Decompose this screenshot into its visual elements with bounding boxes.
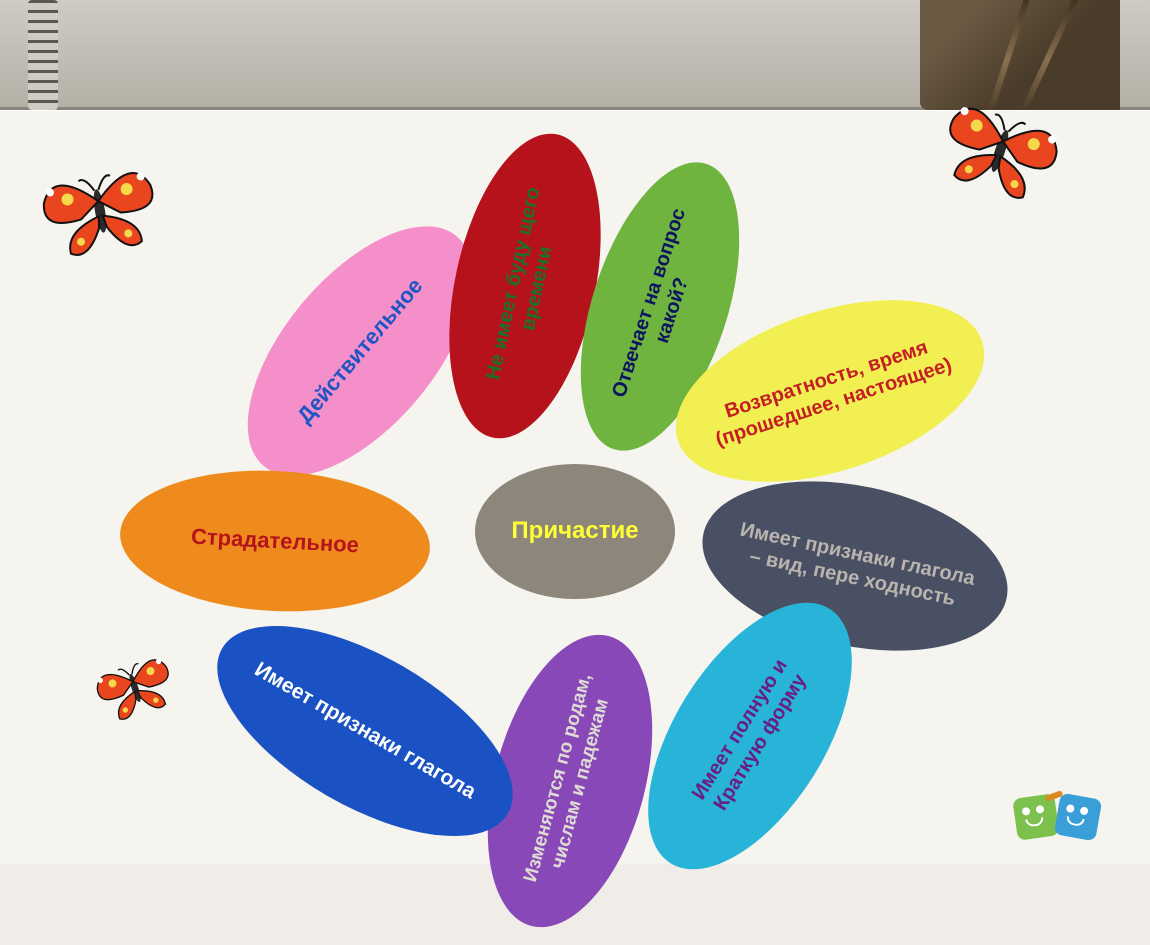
petal-label: Действительное [292,273,429,429]
petal-label: Имеет полную и Краткую форму [667,622,834,849]
butterfly-icon [87,646,182,730]
petal-label: Возвратность, время (прошедшее, настояще… [701,329,958,453]
center-label: Причастие [511,517,638,545]
petal-label: Имеет признаки глагола [250,657,480,804]
slide-content: Причастие Действительное Не имеет буду ще… [0,110,1150,864]
cube-mascots-icon [1005,761,1115,846]
petal: Страдательное [117,463,434,619]
flower-center: Причастие [475,464,675,599]
notebook-binding-icon [28,0,58,110]
butterfly-icon [33,156,167,265]
header-bar [0,0,1150,110]
petal-label: Имеет признаки глагола – вид, пере ходно… [729,517,980,615]
pens-photo-icon [920,0,1120,110]
petal-label: Не имеет буду щего времени [476,160,574,411]
petal-label: Изменяются по родам, числам и падежам [517,660,623,902]
petal-label: Страдательное [190,523,359,558]
